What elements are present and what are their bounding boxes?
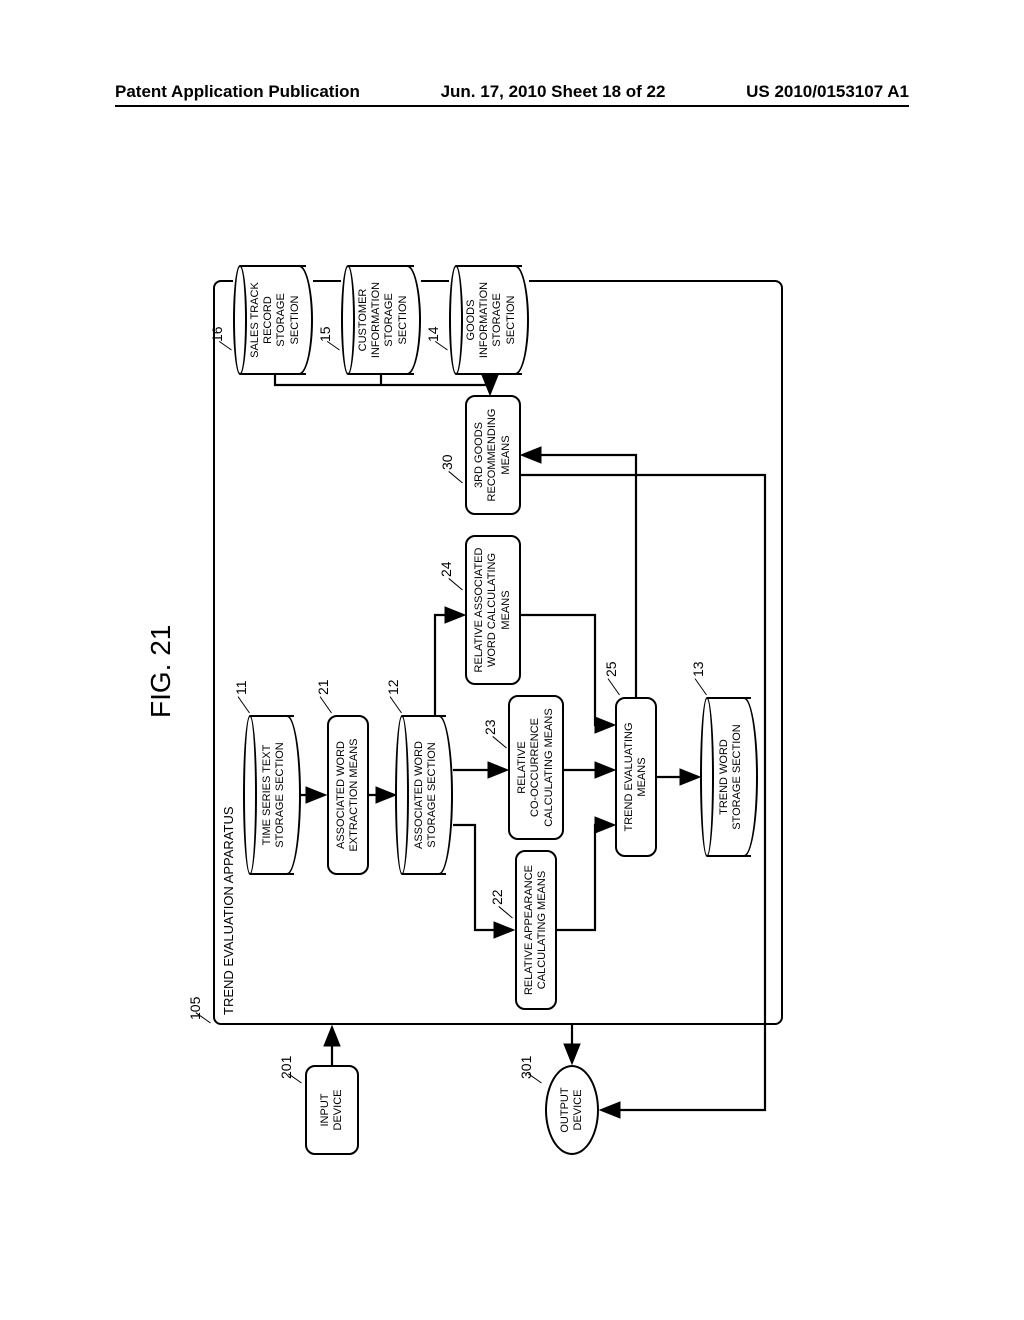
input-device-box: INPUTDEVICE: [305, 1065, 359, 1155]
rel-assoc-label: RELATIVE ASSOCIATEDWORD CALCULATINGMEANS: [473, 548, 513, 673]
goods-info-ref: 14: [425, 326, 441, 342]
trend-storage-ref: 13: [690, 661, 706, 677]
sales-track-label: SALES TRACKRECORDSTORAGESECTION: [249, 265, 302, 375]
sales-track-cyl: SALES TRACKRECORDSTORAGESECTION: [233, 265, 313, 375]
goods-rec-box: 3RD GOODSRECOMMENDINGMEANS: [465, 395, 521, 515]
rel-cooccur-box: RELATIVECO-OCCURRENCECALCULATING MEANS: [508, 695, 564, 840]
diagram-rotated: FIG. 21 TREND EVALUATION APPARATUS 105 I…: [145, 165, 875, 1175]
output-device-box: OUTPUTDEVICE: [545, 1065, 599, 1155]
time-series-label: TIME SERIES TEXTSTORAGE SECTION: [261, 715, 287, 875]
time-series-cyl: TIME SERIES TEXTSTORAGE SECTION: [243, 715, 301, 875]
assoc-extract-ref: 21: [315, 679, 331, 695]
header-center: Jun. 17, 2010 Sheet 18 of 22: [441, 82, 666, 102]
customer-ref: 15: [317, 326, 333, 342]
assoc-extract-label: ASSOCIATED WORDEXTRACTION MEANS: [335, 738, 361, 851]
output-device-label: OUTPUTDEVICE: [559, 1087, 585, 1132]
assoc-storage-ref: 12: [385, 679, 401, 695]
customer-label: CUSTOMERINFORMATIONSTORAGESECTION: [357, 265, 410, 375]
goods-info-label: GOODSINFORMATIONSTORAGESECTION: [465, 265, 518, 375]
goods-rec-label: 3RD GOODSRECOMMENDINGMEANS: [473, 409, 513, 502]
input-device-label: INPUTDEVICE: [319, 1090, 345, 1131]
goods-info-cyl: GOODSINFORMATIONSTORAGESECTION: [449, 265, 529, 375]
trend-storage-cyl: TREND WORDSTORAGE SECTION: [700, 697, 758, 857]
header-left: Patent Application Publication: [115, 82, 360, 102]
trend-eval-ref: 25: [603, 661, 619, 677]
assoc-storage-cyl: ASSOCIATED WORDSTORAGE SECTION: [395, 715, 453, 875]
diagram-frame: FIG. 21 TREND EVALUATION APPARATUS 105 I…: [145, 165, 875, 1175]
page-header: Patent Application Publication Jun. 17, …: [115, 82, 909, 107]
trend-eval-label: TREND EVALUATINGMEANS: [623, 723, 649, 832]
rel-appear-box: RELATIVE APPEARANCECALCULATING MEANS: [515, 850, 557, 1010]
figure-title: FIG. 21: [145, 625, 177, 718]
rel-assoc-ref: 24: [438, 561, 454, 577]
assoc-extract-box: ASSOCIATED WORDEXTRACTION MEANS: [327, 715, 369, 875]
sales-track-ref: 16: [209, 326, 225, 342]
time-series-ref: 11: [233, 680, 249, 695]
rel-appear-label: RELATIVE APPEARANCECALCULATING MEANS: [523, 865, 549, 995]
header-right: US 2010/0153107 A1: [746, 82, 909, 102]
rel-appear-ref: 22: [489, 889, 505, 905]
trend-storage-label: TREND WORDSTORAGE SECTION: [718, 697, 744, 857]
apparatus-title: TREND EVALUATION APPARATUS: [221, 806, 236, 1015]
goods-rec-ref: 30: [439, 454, 455, 470]
trend-eval-box: TREND EVALUATINGMEANS: [615, 697, 657, 857]
customer-cyl: CUSTOMERINFORMATIONSTORAGESECTION: [341, 265, 421, 375]
rel-cooccur-ref: 23: [482, 719, 498, 735]
rel-cooccur-label: RELATIVECO-OCCURRENCECALCULATING MEANS: [516, 708, 556, 826]
assoc-storage-label: ASSOCIATED WORDSTORAGE SECTION: [413, 715, 439, 875]
rel-assoc-box: RELATIVE ASSOCIATEDWORD CALCULATINGMEANS: [465, 535, 521, 685]
